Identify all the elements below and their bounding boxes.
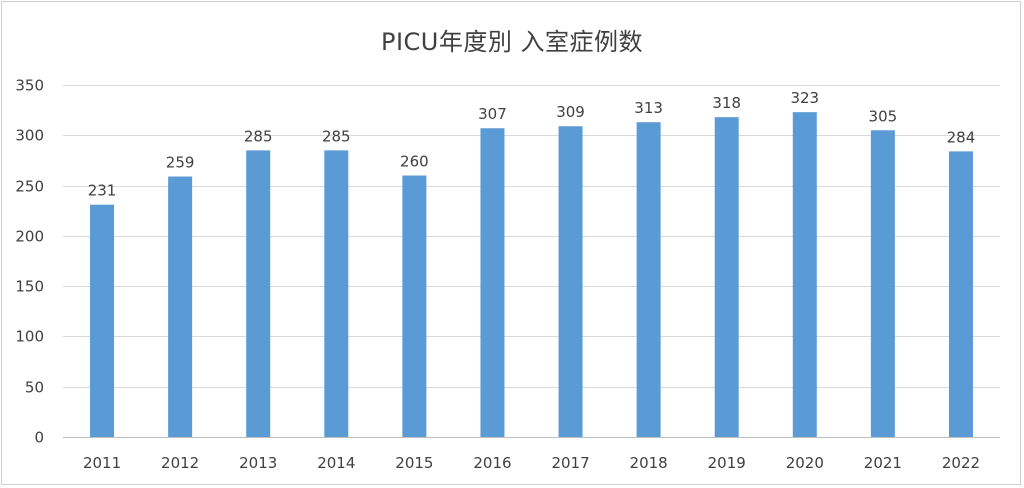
bar: [480, 128, 505, 437]
data-label: 259: [166, 154, 195, 172]
y-tick-label: 350: [15, 77, 44, 95]
bar: [870, 130, 895, 437]
bar: [636, 122, 661, 437]
bar: [168, 176, 193, 437]
x-tick-label: 2014: [317, 454, 355, 472]
gridlines: [63, 85, 1000, 438]
x-tick-label: 2021: [864, 454, 902, 472]
x-tick-label: 2020: [786, 454, 824, 472]
x-tick-label: 2012: [161, 454, 199, 472]
data-label: 260: [400, 153, 429, 171]
data-label: 231: [88, 182, 117, 200]
y-axis-ticks: 0 50 100 150 200 250 300 350: [15, 77, 44, 447]
y-tick-label: 250: [15, 178, 44, 196]
bar: [402, 175, 427, 437]
bar: [246, 150, 271, 437]
x-tick-label: 2022: [942, 454, 980, 472]
data-label: 307: [478, 105, 507, 123]
data-label: 305: [869, 107, 898, 125]
y-tick-label: 0: [34, 429, 44, 447]
bars: [90, 112, 973, 437]
data-label: 285: [244, 127, 273, 145]
y-tick-label: 100: [15, 328, 44, 346]
chart-title: PICU年度別 入室症例数: [380, 28, 643, 56]
data-label: 318: [712, 94, 741, 112]
data-labels: 231 259 285 285 260 307 309 313 318 323 305 284: [88, 89, 976, 200]
x-axis-ticks: 2011 2012 2013 2014 2015 2016 2017 2018 2019 2020…: [83, 454, 980, 472]
data-label: 284: [947, 128, 976, 146]
bar: [948, 151, 973, 437]
x-tick-label: 2015: [395, 454, 433, 472]
bar: [558, 126, 583, 437]
y-tick-label: 150: [15, 278, 44, 296]
bar: [714, 117, 739, 437]
bar: [324, 150, 349, 437]
data-label: 313: [634, 99, 663, 117]
data-label: 309: [556, 103, 585, 121]
bar: [792, 112, 817, 437]
x-tick-label: 2013: [239, 454, 277, 472]
data-label: 285: [322, 127, 351, 145]
y-tick-label: 50: [25, 379, 44, 397]
x-tick-label: 2011: [83, 454, 121, 472]
bar: [90, 204, 115, 437]
y-tick-label: 300: [15, 127, 44, 145]
x-tick-label: 2018: [630, 454, 668, 472]
x-tick-label: 2017: [551, 454, 589, 472]
data-label: 323: [790, 89, 819, 107]
x-tick-label: 2019: [708, 454, 746, 472]
y-tick-label: 200: [15, 228, 44, 246]
x-tick-label: 2016: [473, 454, 511, 472]
